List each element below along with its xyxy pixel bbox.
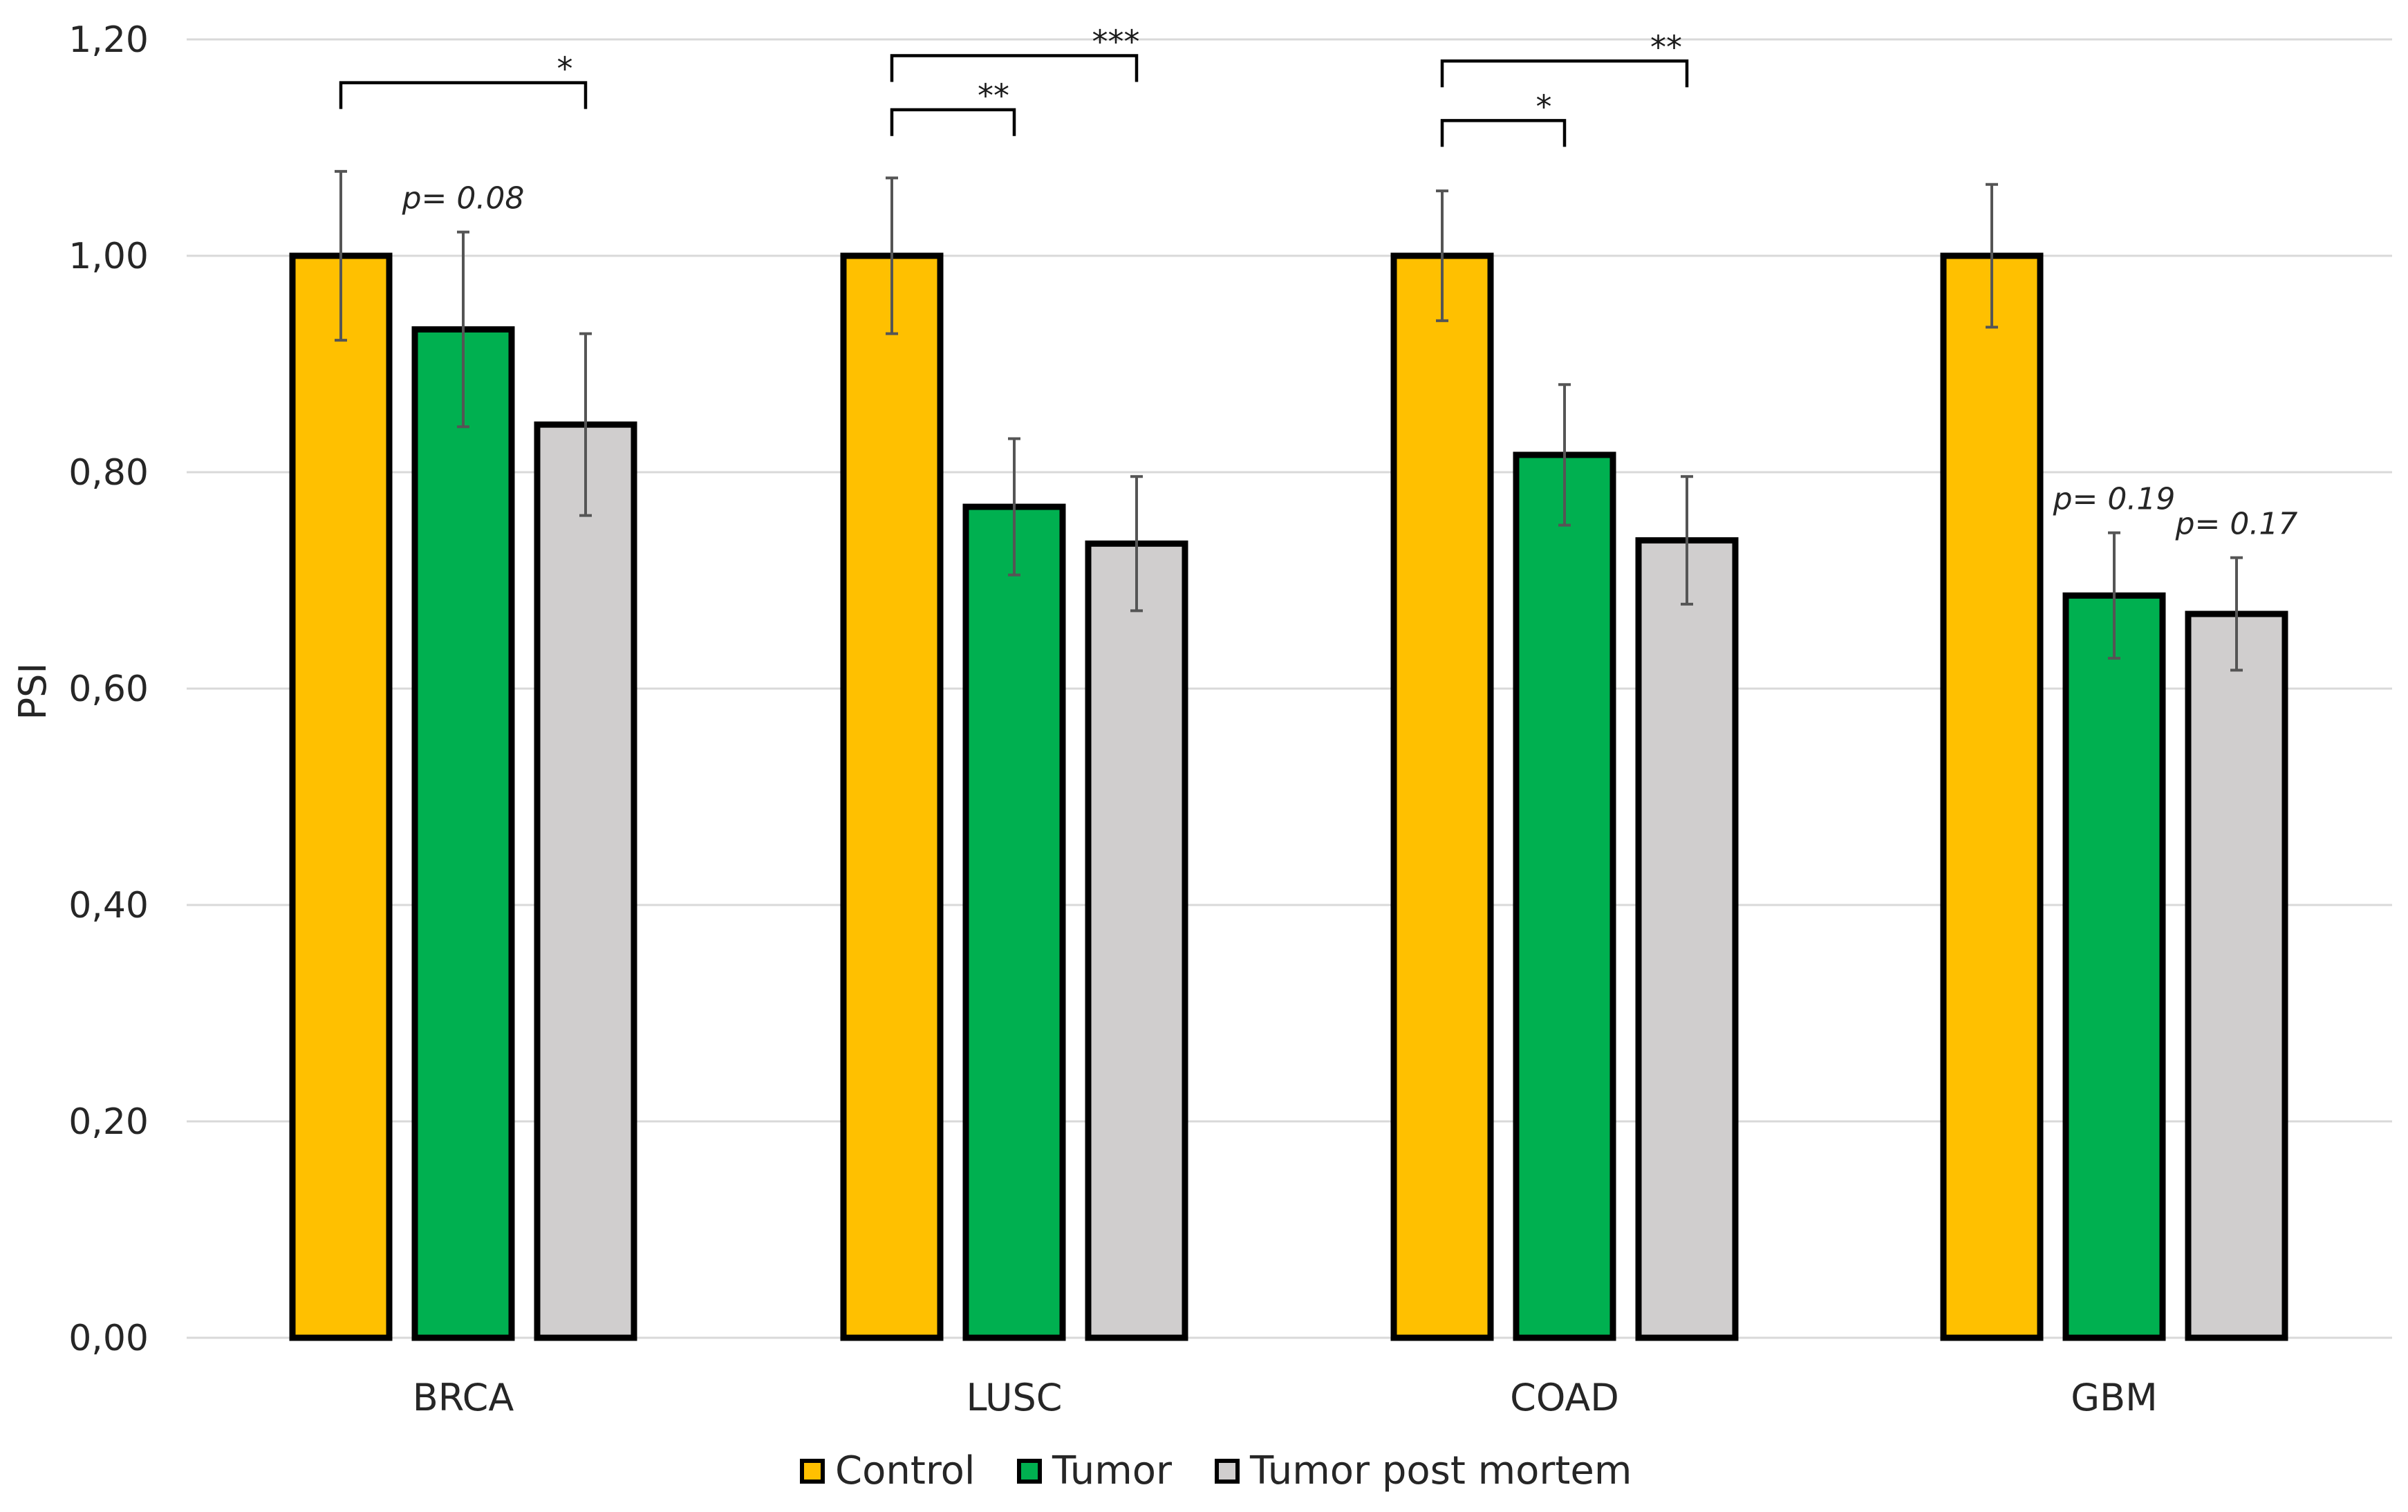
y-tick-label: 1,00	[68, 236, 149, 277]
significance-bracket	[1440, 119, 1567, 147]
y-tick-label: 0,80	[68, 452, 149, 494]
p-value-label: p= 0.19	[2053, 482, 2176, 517]
bar-gbm-tumor	[2062, 592, 2166, 1341]
bar-brca-tumor-post-mortem	[534, 421, 637, 1341]
legend-label: Control	[835, 1448, 975, 1493]
bar-coad-tumor-post-mortem	[1635, 537, 1739, 1341]
legend-label: Tumor	[1052, 1448, 1173, 1493]
bar-lusc-control	[840, 252, 944, 1341]
annotations: *********p= 0.08p= 0.19p= 0.17	[339, 23, 2298, 542]
y-axis-ticks: 0,00 0,20 0,40 0,60 0,80 1,00 1,20	[68, 19, 149, 1359]
y-tick-label: 0,00	[68, 1318, 149, 1359]
significance-label: **	[978, 77, 1009, 115]
legend-swatch	[1215, 1459, 1240, 1484]
y-tick-label: 0,40	[68, 885, 149, 926]
bar-coad-tumor	[1513, 451, 1616, 1341]
x-category-label: COAD	[1510, 1376, 1619, 1419]
bars	[289, 252, 2288, 1341]
x-category-label: GBM	[2071, 1376, 2157, 1419]
x-axis-categories: BRCA LUSC COAD GBM	[413, 1376, 2158, 1419]
bar-lusc-tumor-post-mortem	[1085, 540, 1188, 1341]
bar-coad-control	[1390, 252, 1494, 1341]
significance-bracket	[339, 81, 588, 109]
legend: Control Tumor Tumor post mortem	[800, 1448, 1632, 1493]
legend-swatch	[1017, 1459, 1042, 1484]
legend-label: Tumor post mortem	[1249, 1448, 1632, 1493]
x-category-label: LUSC	[967, 1376, 1063, 1419]
bar-gbm-control	[1940, 252, 2044, 1341]
bar-gbm-tumor-post-mortem	[2185, 610, 2288, 1341]
x-category-label: BRCA	[413, 1376, 514, 1419]
significance-label: ***	[1092, 23, 1140, 60]
y-tick-label: 1,20	[68, 19, 149, 61]
p-value-label: p= 0.08	[402, 181, 525, 216]
significance-label: *	[557, 50, 573, 88]
y-tick-label: 0,20	[68, 1101, 149, 1143]
gridlines	[187, 38, 2392, 1339]
significance-bracket	[890, 108, 1016, 136]
bar-brca-control	[289, 252, 393, 1341]
p-value-label: p= 0.17	[2175, 507, 2298, 542]
significance-bracket	[890, 54, 1139, 82]
significance-label: **	[1650, 28, 1682, 66]
significance-label: *	[1536, 88, 1552, 125]
y-tick-label: 0,60	[68, 669, 149, 710]
error-bars	[335, 169, 2243, 672]
y-axis-title: PSI	[11, 663, 55, 720]
bar-lusc-tumor	[962, 503, 1066, 1341]
significance-bracket	[1440, 59, 1689, 88]
legend-swatch	[800, 1459, 825, 1484]
bar-brca-tumor	[411, 326, 515, 1341]
